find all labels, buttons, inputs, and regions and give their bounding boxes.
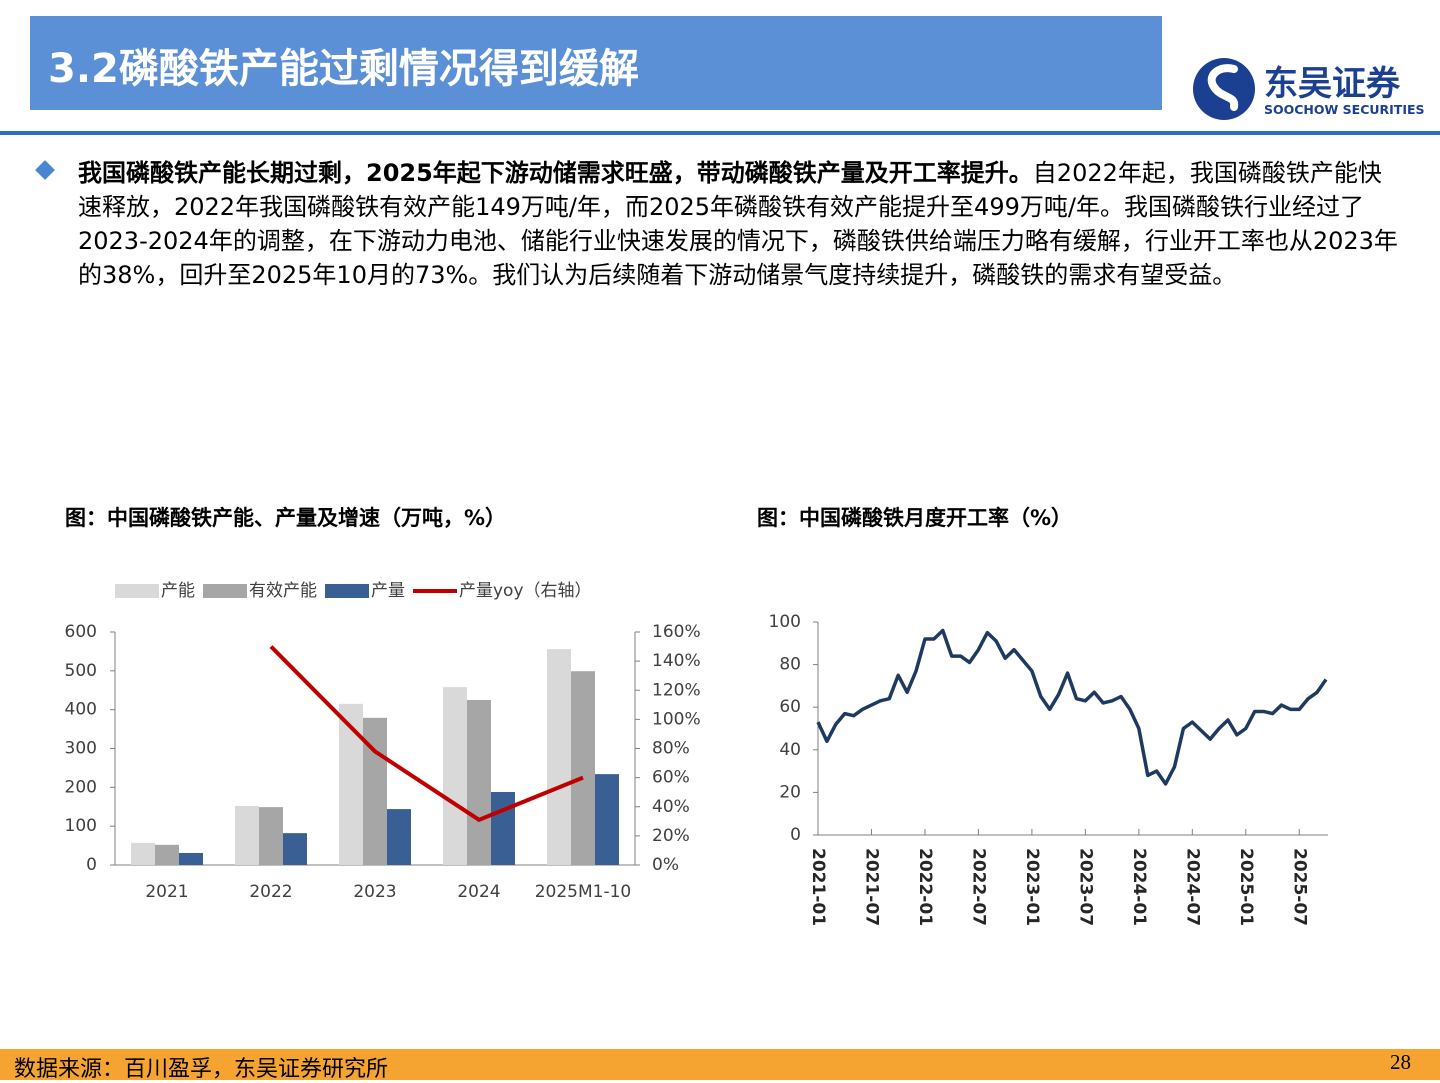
x-tick-label: 2025-07 xyxy=(1289,848,1309,926)
y-tick-label: 100 xyxy=(769,612,801,632)
y-tick-label: 400 xyxy=(65,700,97,720)
y-tick-label: 0 xyxy=(790,825,801,845)
x-tick-label: 2021 xyxy=(145,882,188,902)
y-tick-label: 40 xyxy=(779,740,801,760)
body-text: 我国磷酸铁产能长期过剩，2025年起下游动储需求旺盛，带动磷酸铁产量及开工率提升… xyxy=(78,156,1398,292)
y-tick-label: 100 xyxy=(65,816,97,836)
x-tick-label: 2024-07 xyxy=(1182,848,1202,926)
y-tick-label: 200 xyxy=(65,777,97,797)
y-tick-label: 600 xyxy=(65,622,97,642)
body-normal: 自2022年起，我国磷酸铁产能快速释放，2022年我国磷酸铁有效产能149万吨/… xyxy=(78,159,1398,289)
x-tick-label: 2021-01 xyxy=(808,848,828,926)
x-tick-label: 2023-07 xyxy=(1075,848,1095,926)
legend-label: 有效产能 xyxy=(249,581,317,601)
legend-label: 产量yoy（右轴） xyxy=(459,581,592,601)
legend-label: 产量 xyxy=(371,581,405,601)
x-tick-label: 2021-07 xyxy=(861,848,881,926)
y-tick-label: 0 xyxy=(86,855,97,875)
x-tick-label: 2022 xyxy=(249,882,292,902)
body-bold: 我国磷酸铁产能长期过剩，2025年起下游动储需求旺盛，带动磷酸铁产量及开工率提升… xyxy=(78,159,1033,187)
legend-swatch xyxy=(325,584,369,598)
footer-source: 数据来源：百川盈孚，东吴证券研究所 xyxy=(14,1057,389,1082)
logo-en: SOOCHOW SECURITIES xyxy=(1264,102,1425,117)
bar xyxy=(467,699,491,865)
logo-icon xyxy=(1193,58,1255,120)
bar xyxy=(443,687,467,865)
x-tick-label: 2025M1-10 xyxy=(535,882,632,902)
y-tick-label: 80 xyxy=(779,655,801,675)
y2-tick-label: 160% xyxy=(652,622,701,642)
y-tick-label: 500 xyxy=(65,661,97,681)
y2-tick-label: 120% xyxy=(652,680,701,700)
header-title: 3.2磷酸铁产能过剩情况得到缓解 xyxy=(48,46,639,92)
y2-tick-label: 0% xyxy=(652,855,679,875)
bar xyxy=(339,703,363,865)
bar xyxy=(179,852,203,865)
legend-swatch xyxy=(115,584,159,598)
bar xyxy=(363,717,387,865)
bar xyxy=(131,842,155,865)
y2-tick-label: 60% xyxy=(652,768,690,788)
x-tick-label: 2025-01 xyxy=(1236,848,1256,926)
x-tick-label: 2023 xyxy=(353,882,396,902)
y-tick-label: 20 xyxy=(779,782,801,802)
y-tick-label: 300 xyxy=(65,739,97,759)
y2-tick-label: 40% xyxy=(652,797,690,817)
bar xyxy=(259,807,283,865)
bar xyxy=(491,791,515,865)
page-number: 28 xyxy=(1390,1050,1411,1074)
y2-tick-label: 80% xyxy=(652,739,690,759)
x-tick-label: 2024 xyxy=(457,882,500,902)
bar xyxy=(547,649,571,865)
footer-bar xyxy=(0,1049,1440,1080)
x-tick-label: 2024-01 xyxy=(1129,848,1149,926)
y-tick-label: 60 xyxy=(779,697,801,717)
line-series xyxy=(269,645,584,823)
chart-title: 图：中国磷酸铁月度开工率（%） xyxy=(757,506,1072,530)
header-rule xyxy=(0,131,1440,135)
x-tick-label: 2022-01 xyxy=(915,848,935,926)
legend-label: 产能 xyxy=(161,581,195,601)
y2-tick-label: 100% xyxy=(652,709,701,729)
x-tick-label: 2022-07 xyxy=(968,848,988,926)
header-bar xyxy=(30,16,1162,110)
bar xyxy=(571,671,595,865)
y2-tick-label: 20% xyxy=(652,826,690,846)
bar xyxy=(595,774,619,865)
legend-swatch xyxy=(203,584,247,598)
bar xyxy=(387,809,411,865)
line-series xyxy=(816,628,1328,786)
logo-cn: 东吴证券 xyxy=(1264,64,1400,104)
x-tick-label: 2023-01 xyxy=(1022,848,1042,926)
bar xyxy=(155,844,179,865)
bar xyxy=(283,833,307,865)
y2-tick-label: 140% xyxy=(652,651,701,671)
chart-title: 图：中国磷酸铁产能、产量及增速（万吨，%） xyxy=(65,506,506,530)
bar xyxy=(235,805,259,865)
